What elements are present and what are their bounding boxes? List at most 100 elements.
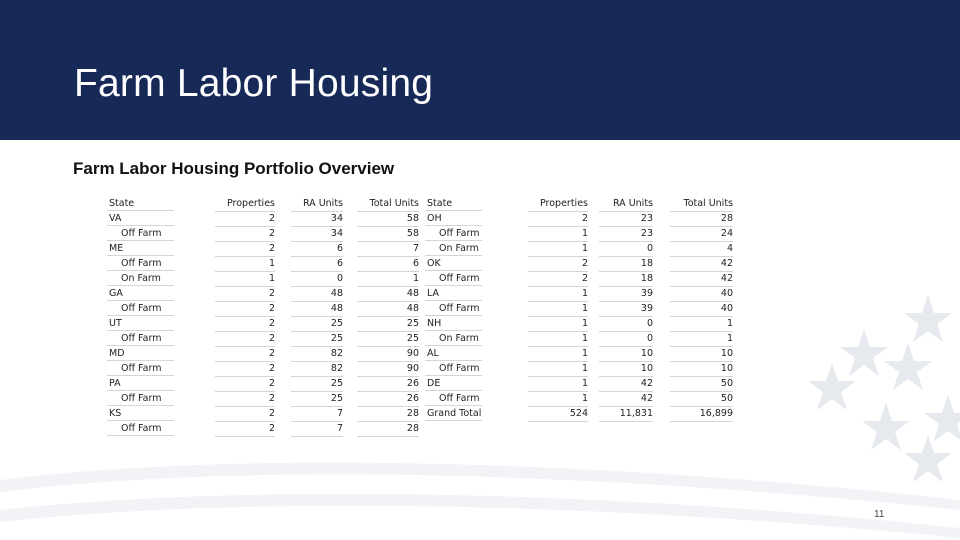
properties-cell: 2 bbox=[215, 241, 275, 257]
state-cell: DE bbox=[425, 376, 482, 391]
state-cell: UT bbox=[107, 316, 174, 331]
state-cell: Grand Total bbox=[425, 408, 482, 421]
state-cell: GA bbox=[107, 286, 174, 301]
properties-cell: 1 bbox=[528, 346, 588, 362]
state-cell: OK bbox=[425, 256, 482, 271]
ra-units-cell: 39 bbox=[599, 301, 653, 317]
total-units-cell: 28 bbox=[357, 421, 419, 437]
table-row: Off Farm 1 6 6 bbox=[107, 256, 422, 272]
state-cell: Off Farm bbox=[107, 421, 174, 436]
table-row: Off Farm 2 25 25 bbox=[107, 331, 422, 347]
table-row: AL 1 10 10 bbox=[425, 346, 735, 362]
total-units-cell: 40 bbox=[670, 286, 733, 302]
right-portfolio-table: State Properties RA Units Total Units OH… bbox=[425, 196, 735, 422]
total-units-cell: 4 bbox=[670, 241, 733, 257]
total-units-cell: 50 bbox=[670, 376, 733, 392]
total-units-cell: 90 bbox=[357, 346, 419, 362]
state-cell: Off Farm bbox=[425, 226, 482, 241]
table-header-row: State Properties RA Units Total Units bbox=[107, 196, 422, 212]
table-row: PA 2 25 26 bbox=[107, 376, 422, 392]
properties-cell: 2 bbox=[215, 226, 275, 242]
table-row: Off Farm 2 18 42 bbox=[425, 271, 735, 287]
star-icon bbox=[904, 435, 952, 482]
table-row: VA 2 34 58 bbox=[107, 211, 422, 227]
properties-cell: 1 bbox=[528, 301, 588, 317]
table-row: NH 1 0 1 bbox=[425, 316, 735, 332]
table-row: Off Farm 1 42 50 bbox=[425, 391, 735, 407]
state-cell: Off Farm bbox=[107, 301, 174, 316]
properties-cell: 2 bbox=[215, 406, 275, 422]
state-cell: KS bbox=[107, 406, 174, 421]
flag-stripes-decoration bbox=[0, 462, 960, 538]
ra-units-cell: 10 bbox=[599, 346, 653, 362]
table-row: Grand Total 524 11,831 16,899 bbox=[425, 406, 735, 422]
ra-units-cell: 18 bbox=[599, 256, 653, 272]
ra-units-cell: 23 bbox=[599, 226, 653, 242]
column-header-ra-units: RA Units bbox=[599, 196, 653, 212]
total-units-cell: 16,899 bbox=[670, 406, 733, 422]
ra-units-cell: 7 bbox=[291, 421, 343, 437]
total-units-cell: 48 bbox=[357, 286, 419, 302]
state-cell: Off Farm bbox=[107, 391, 174, 406]
ra-units-cell: 0 bbox=[599, 316, 653, 332]
total-units-cell: 26 bbox=[357, 376, 419, 392]
page-title: Farm Labor Housing bbox=[74, 62, 434, 105]
state-cell: NH bbox=[425, 316, 482, 331]
column-header-state: State bbox=[425, 196, 482, 211]
total-units-cell: 1 bbox=[670, 316, 733, 332]
star-icon bbox=[884, 343, 932, 390]
star-icon bbox=[904, 295, 952, 342]
properties-cell: 2 bbox=[215, 346, 275, 362]
total-units-cell: 24 bbox=[670, 226, 733, 242]
ra-units-cell: 0 bbox=[599, 241, 653, 257]
table-row: Off Farm 2 7 28 bbox=[107, 421, 422, 437]
table-row: UT 2 25 25 bbox=[107, 316, 422, 332]
left-portfolio-table: State Properties RA Units Total Units VA… bbox=[107, 196, 422, 437]
stripe-2 bbox=[0, 493, 960, 538]
column-header-total-units: Total Units bbox=[670, 196, 733, 212]
properties-cell: 2 bbox=[215, 211, 275, 227]
ra-units-cell: 82 bbox=[291, 346, 343, 362]
state-cell: Off Farm bbox=[425, 301, 482, 316]
ra-units-cell: 10 bbox=[599, 361, 653, 377]
properties-cell: 1 bbox=[528, 226, 588, 242]
ra-units-cell: 42 bbox=[599, 376, 653, 392]
stars-decoration bbox=[808, 295, 960, 482]
state-cell: Off Farm bbox=[107, 331, 174, 346]
total-units-cell: 42 bbox=[670, 256, 733, 272]
table-row: Off Farm 1 23 24 bbox=[425, 226, 735, 242]
ra-units-cell: 39 bbox=[599, 286, 653, 302]
column-header-ra-units: RA Units bbox=[291, 196, 343, 212]
state-cell: On Farm bbox=[425, 241, 482, 256]
table-header-row: State Properties RA Units Total Units bbox=[425, 196, 735, 212]
star-icon bbox=[840, 329, 888, 376]
properties-cell: 1 bbox=[528, 376, 588, 392]
state-cell: MD bbox=[107, 346, 174, 361]
column-header-properties: Properties bbox=[215, 196, 275, 212]
state-cell: On Farm bbox=[107, 271, 174, 286]
total-units-cell: 28 bbox=[670, 211, 733, 227]
total-units-cell: 10 bbox=[670, 361, 733, 377]
state-cell: On Farm bbox=[425, 331, 482, 346]
state-cell: Off Farm bbox=[107, 226, 174, 241]
total-units-cell: 26 bbox=[357, 391, 419, 407]
stripe-1 bbox=[0, 462, 960, 510]
ra-units-cell: 42 bbox=[599, 391, 653, 407]
ra-units-cell: 6 bbox=[291, 241, 343, 257]
star-icon bbox=[924, 395, 960, 442]
table-row: MD 2 82 90 bbox=[107, 346, 422, 362]
total-units-cell: 25 bbox=[357, 331, 419, 347]
ra-units-cell: 82 bbox=[291, 361, 343, 377]
state-cell: ME bbox=[107, 241, 174, 256]
total-units-cell: 58 bbox=[357, 226, 419, 242]
properties-cell: 2 bbox=[528, 256, 588, 272]
properties-cell: 2 bbox=[528, 211, 588, 227]
ra-units-cell: 34 bbox=[291, 211, 343, 227]
properties-cell: 2 bbox=[215, 421, 275, 437]
state-cell: Off Farm bbox=[425, 271, 482, 286]
properties-cell: 2 bbox=[215, 361, 275, 377]
ra-units-cell: 7 bbox=[291, 406, 343, 422]
properties-cell: 2 bbox=[215, 316, 275, 332]
properties-cell: 2 bbox=[215, 301, 275, 317]
ra-units-cell: 25 bbox=[291, 376, 343, 392]
